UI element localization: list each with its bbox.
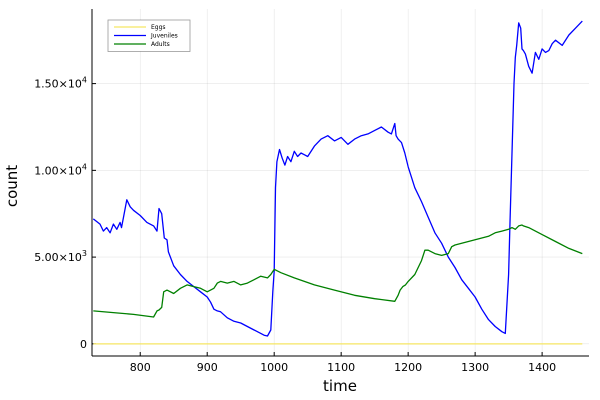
legend-label-juveniles: Juveniles [150, 33, 178, 40]
legend-label-eggs: Eggs [151, 24, 166, 31]
y-tick-label: 0 [80, 338, 87, 351]
x-tick-label: 1300 [461, 361, 489, 374]
series-line-juveniles [92, 20, 583, 337]
y-tick-label: 1.50×104 [34, 76, 87, 91]
y-tick-label: 5.00×103 [34, 249, 87, 264]
x-tick-label: 1000 [260, 361, 288, 374]
data-series [92, 20, 583, 345]
series-line-adults [93, 224, 583, 318]
x-tick-label: 900 [197, 361, 218, 374]
x-tick-label: 1400 [528, 361, 556, 374]
x-tick-label: 800 [130, 361, 151, 374]
tick-labels: 800 900 1000 1100 1200 1300 1400 0 5.00×103 1.00×… [34, 76, 556, 374]
y-tick-label: 1.00×104 [34, 162, 87, 177]
axes [91, 9, 589, 357]
y-axis-title: count [3, 165, 21, 207]
x-tick-label: 1200 [394, 361, 422, 374]
legend-label-adults: Adults [151, 41, 170, 48]
x-axis-title: time [323, 377, 357, 395]
x-tick-label: 1100 [327, 361, 355, 374]
